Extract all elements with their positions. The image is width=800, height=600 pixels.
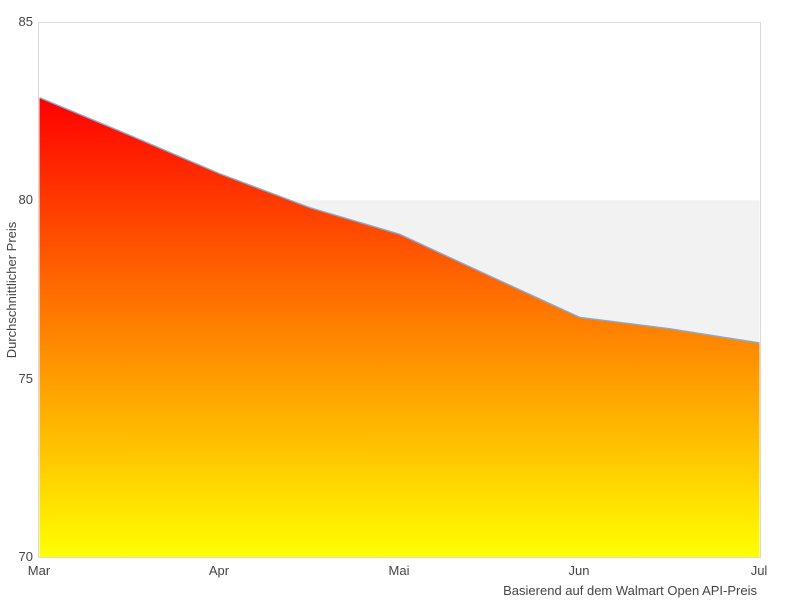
price-line xyxy=(39,96,760,344)
x-tick-mar: Mar xyxy=(27,563,51,578)
y-tick-85: 85 xyxy=(18,14,33,29)
plot-border xyxy=(38,22,761,558)
x-tick-jun: Jun xyxy=(568,563,590,578)
y-tick-70: 70 xyxy=(18,549,33,564)
area-fill xyxy=(39,97,760,557)
y-tick-75: 75 xyxy=(18,371,33,386)
x-tick-apr: Apr xyxy=(208,563,230,578)
chart-caption: Basierend auf dem Walmart Open API-Preis xyxy=(503,583,757,598)
x-tick-jul: Jul xyxy=(750,563,768,578)
y-tick-80: 80 xyxy=(18,192,33,207)
x-tick-mai: Mai xyxy=(388,563,410,578)
y-axis-title: Durchschnittlicher Preis xyxy=(4,221,19,359)
